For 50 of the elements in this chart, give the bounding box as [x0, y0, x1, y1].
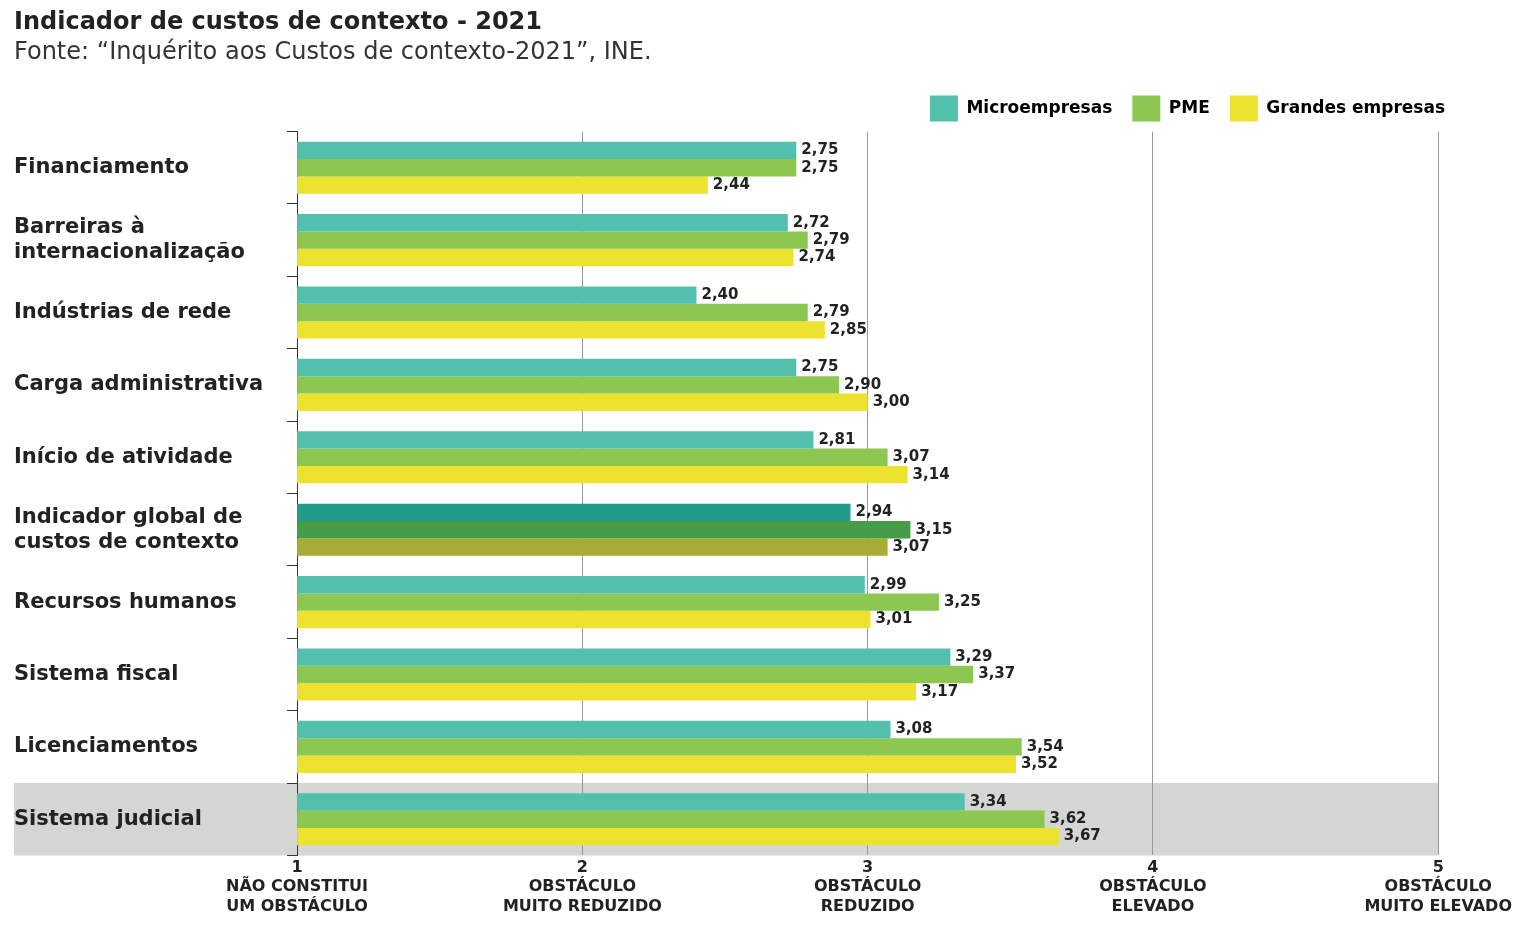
data-label: 2,81 — [818, 429, 856, 448]
data-label: 2,90 — [844, 374, 882, 393]
y-tick-label: Indústrias de rede — [14, 299, 232, 323]
data-label: 2,85 — [829, 319, 867, 338]
data-label: 3,08 — [895, 719, 933, 738]
data-label: 2,44 — [712, 175, 750, 194]
x-tick-label: 5 OBSTÁCULO MUITO ELEVADO — [1364, 857, 1512, 915]
x-tick-label: 4 OBSTÁCULO ELEVADO — [1099, 857, 1207, 915]
data-label: 3,67 — [1063, 826, 1101, 845]
data-label: 3,34 — [969, 791, 1007, 810]
y-tick-label: Sistema fiscal — [14, 660, 179, 685]
data-label: 2,75 — [801, 157, 839, 176]
legend-label: Grandes empresas — [1266, 97, 1445, 118]
data-label: 3,17 — [921, 681, 959, 700]
y-tick-label: Início de atividade — [14, 443, 233, 468]
data-label: 2,79 — [812, 230, 850, 249]
legend-label: PME — [1168, 97, 1210, 118]
data-label: 2,99 — [869, 574, 907, 593]
data-label: 2,75 — [801, 140, 839, 159]
x-tick-label: 1 NÃO CONSTITUI UM OBSTÁCULO — [226, 857, 369, 915]
y-tick-label: Indicador global de custos de contexto — [14, 503, 243, 553]
data-label: 3,25 — [943, 591, 981, 610]
data-label: 3,14 — [912, 464, 950, 483]
data-label: 3,54 — [1026, 736, 1064, 755]
data-label: 2,72 — [792, 212, 830, 231]
data-label: 3,37 — [978, 664, 1016, 683]
y-tick-label: Financiamento — [14, 154, 189, 179]
data-label: 3,62 — [1049, 809, 1087, 828]
data-label: 3,52 — [1020, 754, 1058, 773]
data-label: 3,01 — [875, 609, 913, 628]
data-label: 3,07 — [892, 447, 930, 466]
data-label: 2,75 — [801, 357, 839, 376]
data-label: 3,15 — [915, 519, 953, 538]
y-tick-label: Recursos humanos — [14, 588, 237, 613]
data-label: 3,00 — [872, 392, 910, 411]
chart-subtitle: Fonte: “Inquérito aos Custos de contexto-2021”, INE. — [14, 37, 652, 66]
x-tick-label: 2 OBSTÁCULO MUITO REDUZIDO — [502, 857, 662, 915]
data-label: 2,79 — [812, 302, 850, 321]
x-tick-label: 3 OBSTÁCULO REDUZIDO — [813, 857, 922, 915]
y-tick-label: Sistema judicial — [14, 805, 202, 830]
y-tick-label: Licenciamentos — [14, 733, 199, 758]
legend-label: Microempresas — [966, 97, 1113, 118]
y-tick-label: Barreiras à internacionalização — [14, 214, 245, 264]
chart-title: Indicador de custos de contexto - 2021 — [14, 6, 542, 35]
data-label: 2,94 — [855, 502, 893, 521]
data-label: 3,07 — [892, 536, 930, 555]
y-tick-label: Carga administrativa — [14, 371, 264, 396]
data-label: 2,74 — [798, 247, 836, 266]
data-label: 2,40 — [701, 285, 739, 304]
data-label: 3,29 — [955, 646, 993, 665]
